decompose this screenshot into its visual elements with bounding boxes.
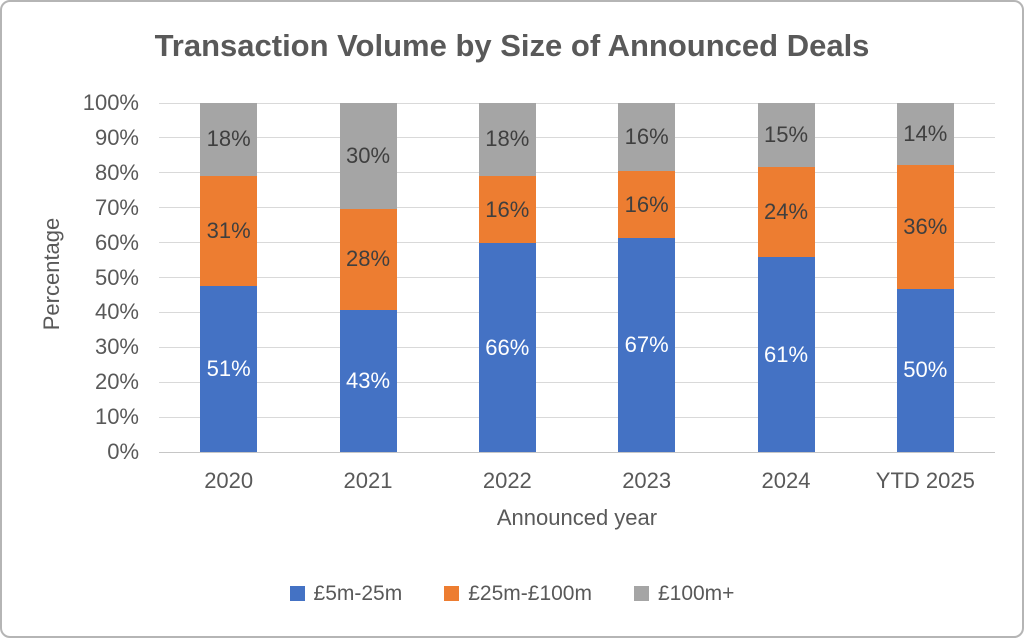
y-tick-label: 80%: [94, 159, 139, 185]
gridline: [159, 242, 995, 244]
bar-value-label: 36%: [903, 213, 948, 239]
bar-segment: 31%: [200, 175, 258, 286]
gridline: [159, 381, 995, 383]
bar-segment: 14%: [896, 103, 954, 165]
bar-2022: 66% 16% 18%: [478, 103, 536, 452]
legend-label: £5m-25m: [313, 582, 403, 605]
gridline: [159, 172, 995, 174]
bar-segment: 18%: [200, 103, 258, 176]
gridline: [159, 277, 995, 278]
legend-item: £100m+: [633, 582, 735, 605]
bar-value-label: 61%: [763, 341, 809, 367]
x-tick-label: 2022: [482, 468, 532, 493]
x-tick-label: 2023: [622, 468, 672, 493]
chart-title: Transaction Volume by Size of Announced …: [154, 28, 870, 63]
bar-segment: 16%: [618, 103, 676, 171]
bar-segment: 18%: [478, 103, 536, 176]
legend-label: £25m-£100m: [468, 582, 592, 605]
x-axis-title: Announced year: [496, 505, 658, 530]
bar-segment: 66%: [478, 243, 536, 452]
legend-swatch-icon: [444, 586, 460, 601]
bar-segment: 24%: [757, 167, 815, 258]
bar-segment: 51%: [200, 285, 258, 452]
bar-2020: 51% 31% 18%: [200, 103, 258, 452]
bar-value-label: 30%: [345, 143, 391, 169]
gridline: [159, 207, 995, 209]
bar-value-label: 14%: [903, 120, 948, 146]
y-tick-label: 10%: [94, 404, 139, 430]
bar-YTD 2025: 50% 36% 14%: [896, 103, 954, 452]
bar-2024: 61% 24% 15%: [757, 103, 815, 452]
gridline: [159, 311, 995, 313]
legend-item: £25m-£100m: [444, 583, 592, 604]
bar-segment: 30%: [339, 103, 397, 210]
bar-value-label: 51%: [206, 355, 251, 381]
bar-value-label: 16%: [624, 191, 669, 217]
bar-value-label: 16%: [624, 123, 669, 149]
bar-2021: 43% 28% 30%: [339, 103, 397, 452]
legend-swatch-icon: [633, 586, 649, 601]
bar-2023: 67% 16% 16%: [618, 103, 676, 452]
bar-value-label: 24%: [763, 199, 809, 225]
y-tick-label: 60%: [94, 229, 139, 255]
bar-value-label: 31%: [206, 217, 251, 243]
bar-segment: 67%: [618, 238, 676, 452]
y-tick-label: 100%: [82, 90, 139, 115]
bar-segment: 50%: [896, 288, 954, 452]
gridline: [159, 416, 995, 418]
y-tick-label: 30%: [94, 334, 139, 360]
bar-segment: 28%: [339, 209, 397, 310]
x-tick-label: 2021: [343, 468, 393, 493]
bar-value-label: 28%: [345, 246, 391, 272]
bar-value-label: 18%: [485, 126, 530, 152]
gridline: [159, 346, 995, 348]
bar-value-label: 16%: [485, 196, 530, 222]
bar-value-label: 18%: [206, 126, 251, 152]
y-tick-label: 50%: [94, 264, 139, 290]
legend: £5m-25m £25m-£100m £100m+: [2, 583, 1022, 604]
bar-segment: 15%: [757, 103, 815, 168]
bar-segment: 36%: [896, 164, 954, 289]
gridline: [159, 451, 995, 453]
y-tick-label: 20%: [94, 369, 139, 395]
bar-segment: 43%: [339, 309, 397, 452]
bar-value-label: 67%: [624, 332, 669, 358]
bar-segment: 16%: [478, 175, 536, 244]
bar-value-label: 43%: [345, 367, 391, 393]
bar-segment: 16%: [618, 170, 676, 239]
gridline: [159, 102, 995, 104]
y-tick-label: 40%: [94, 299, 139, 325]
x-tick-label: 2024: [761, 468, 811, 493]
x-tick-label: YTD 2025: [875, 468, 975, 493]
y-tick-label: 0%: [107, 439, 139, 464]
y-tick-label: 70%: [94, 194, 139, 220]
legend-swatch-icon: [289, 586, 305, 601]
bar-value-label: 15%: [763, 122, 809, 148]
bar-value-label: 66%: [485, 334, 530, 360]
gridline: [159, 137, 995, 139]
legend-label: £100m+: [657, 582, 735, 605]
legend-item: £5m-25m: [289, 582, 403, 605]
x-tick-label: 2020: [204, 468, 254, 493]
bar-segment: 61%: [757, 257, 815, 452]
bar-value-label: 50%: [903, 357, 948, 383]
y-tick-label: 90%: [94, 124, 139, 150]
